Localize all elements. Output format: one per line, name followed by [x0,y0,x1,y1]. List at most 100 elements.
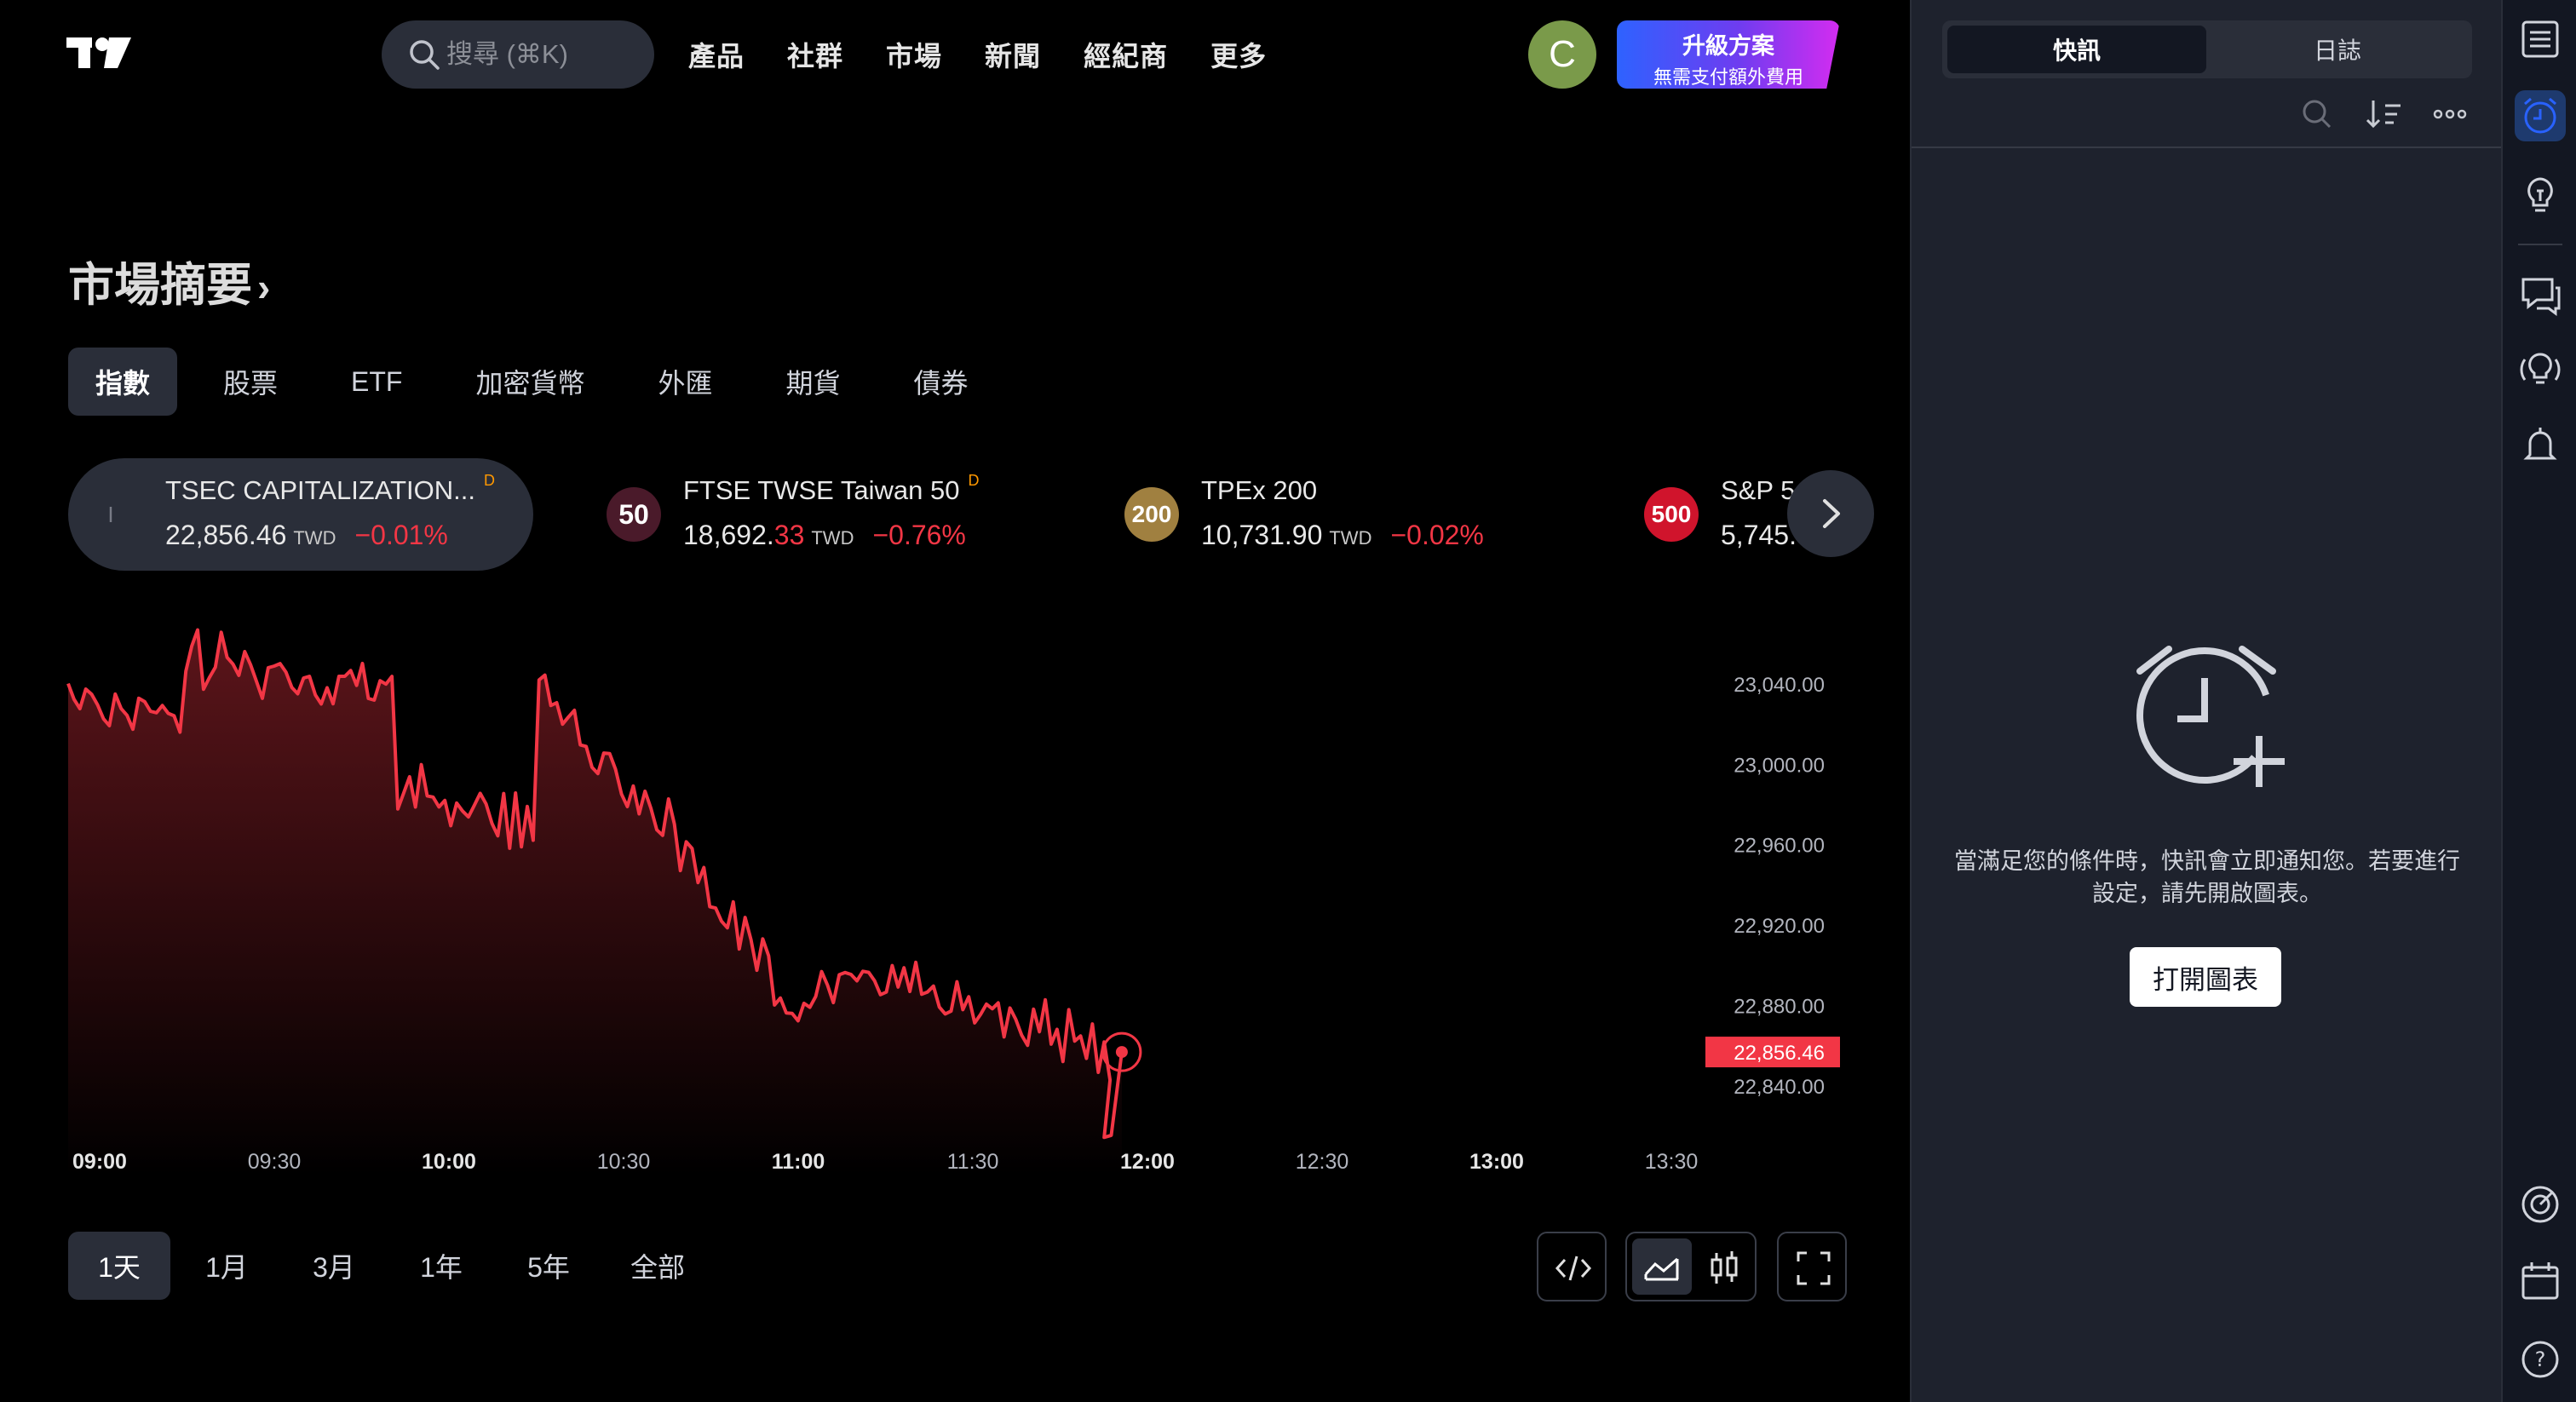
x-axis-tick: 09:00 [72,1150,127,1174]
ticker-change: −0.01% [354,520,448,550]
last-price-label: 22,856.46 [1734,1042,1825,1065]
watchlist-icon[interactable] [2515,14,2566,65]
y-axis-tick: 22,920.00 [1734,915,1825,938]
chevron-right-icon [1823,499,1840,528]
ticker-price: 22,856.46 TWD −0.01% [165,520,448,550]
search-icon [410,40,440,70]
ticker-card-tsec[interactable]: I TSEC CAPITALIZATION... D 22,856.46 TWD −0… [68,458,533,571]
area-chart-icon [1644,1257,1679,1281]
ticker-next-button[interactable] [1787,470,1874,557]
chevron-right-icon: › [257,265,271,309]
range-1y[interactable]: 1年 [420,1252,463,1283]
range-5y[interactable]: 5年 [527,1252,570,1283]
price-area-fill [68,629,1122,1175]
range-all[interactable]: 全部 [630,1252,686,1283]
search-placeholder: 搜尋 (⌘K) [446,39,568,69]
hotlist-icon[interactable] [2515,1179,2566,1230]
tradingview-logo[interactable] [66,34,131,72]
ticker-name: S&P 5 [1721,475,1796,505]
tab-alerts[interactable]: 快訊 [1947,26,2206,73]
calendar-icon[interactable] [2515,1255,2566,1307]
tab-stocks[interactable]: 股票 [223,368,279,399]
tab-bonds[interactable]: 債券 [913,368,969,399]
x-axis-tick: 11:00 [772,1150,825,1174]
top-nav: 產品 社群 市場 新聞 經紀商 更多 [688,20,1309,89]
add-alarm-icon [2136,646,2285,787]
upgrade-button[interactable]: 升級方案 無需支付額外費用 [1617,20,1840,89]
last-price-tag [1705,1037,1840,1068]
main-content: 搜尋 (⌘K) 產品 社群 市場 新聞 經紀商 更多 C 升級方案 無需支付額外… [0,20,1910,1301]
ideas-icon[interactable] [2515,170,2566,221]
alerts-rail-button[interactable] [2515,90,2566,141]
ticker-card-sp500[interactable]: 500 S&P 5 5,745. [1644,458,1806,571]
nav-more[interactable]: 更多 [1210,41,1268,72]
tab-futures[interactable]: 期貨 [785,368,841,399]
nav-markets[interactable]: 市場 [886,41,943,72]
code-icon [1555,1255,1592,1281]
x-axis-tick: 10:30 [597,1150,651,1174]
fullscreen-icon [1797,1251,1831,1285]
nav-brokers[interactable]: 經紀商 [1084,41,1169,72]
upgrade-title: 升級方案 [1682,33,1774,59]
ticker-card-ftse50[interactable]: 50 FTSE TWSE Taiwan 50 D 18,692.33 TWD −0.7… [607,458,1049,571]
ticker-card-tpex200[interactable]: 200 TPEx 200 10,731.90 TWD −0.02% [1124,458,1567,571]
tab-indices[interactable]: 指數 [68,348,178,416]
x-axis-tick: 13:30 [1645,1150,1699,1174]
tab-crypto[interactable]: 加密貨幣 [475,368,585,399]
nav-news[interactable]: 新聞 [985,41,1042,72]
ticker-price: 18,692.33 TWD −0.76% [683,520,966,550]
delayed-badge: D [484,472,496,489]
range-3m[interactable]: 3月 [313,1252,355,1283]
price-chart[interactable]: 23,040.00 23,000.00 22,960.00 22,920.00 22,8… [0,596,1910,1210]
y-axis-tick: 23,040.00 [1734,674,1825,697]
ticker-badge: 500 [1644,487,1699,542]
area-style-button[interactable] [1632,1238,1692,1295]
x-axis-tick: 12:00 [1120,1150,1175,1174]
chart-style-toggle [1625,1232,1757,1301]
panel-divider [1912,147,2503,148]
market-summary-title[interactable]: 市場摘要 › [68,247,270,314]
x-axis-tick: 12:30 [1296,1150,1349,1174]
search-icon[interactable] [2300,97,2334,131]
delayed-badge: D [968,472,980,489]
ticker-badge: I [107,501,114,527]
embed-code-button[interactable] [1537,1232,1607,1301]
y-axis-tick: 23,000.00 [1734,754,1825,777]
sort-icon[interactable] [2365,97,2402,131]
idea-stream-icon[interactable] [2515,344,2566,395]
x-axis-tick: 09:30 [248,1150,302,1174]
search-input[interactable]: 搜尋 (⌘K) [382,20,654,89]
range-1m[interactable]: 1月 [205,1252,248,1283]
more-icon[interactable] [2431,97,2469,131]
open-chart-button[interactable]: 打開圖表 [2130,947,2281,1007]
chat-icon[interactable] [2515,269,2566,320]
ticker-badge: 50 [607,487,661,542]
tab-log[interactable]: 日誌 [2313,37,2361,64]
x-axis-tick: 11:30 [947,1150,999,1174]
y-axis-tick: 22,880.00 [1734,996,1825,1019]
price-line [66,628,1124,1140]
help-icon[interactable]: ? [2515,1334,2566,1385]
alerts-empty-message: 當滿足您的條件時，快訊會立即通知您。若要進行設定，請先開啟圖表。 [1954,848,2460,906]
tab-etf[interactable]: ETF [351,365,403,397]
user-avatar[interactable]: C [1528,20,1596,89]
notifications-icon[interactable] [2515,421,2566,472]
alarm-clock-icon [2524,97,2556,134]
ticker-change: −0.02% [1390,520,1484,550]
svg-text:?: ? [2535,1347,2546,1371]
rail-separator [2518,244,2562,245]
tab-forex[interactable]: 外匯 [658,368,713,399]
candles-icon[interactable] [1705,1250,1743,1287]
market-summary-title-text: 市場摘要 [68,260,252,311]
right-toolbar: ? [2501,0,2576,1402]
range-1d[interactable]: 1天 [68,1232,170,1300]
ticker-price: 5,745. [1721,520,1797,550]
nav-products[interactable]: 產品 [688,41,745,72]
fullscreen-button[interactable] [1777,1232,1847,1301]
last-point-dot [1115,1046,1128,1059]
panel-tabs: 快訊 日誌 [1942,20,2472,78]
y-axis-tick: 22,840.00 [1734,1076,1825,1099]
last-point-ring [1101,1031,1142,1072]
nav-community[interactable]: 社群 [787,41,844,72]
y-axis-tick: 22,960.00 [1734,835,1825,858]
